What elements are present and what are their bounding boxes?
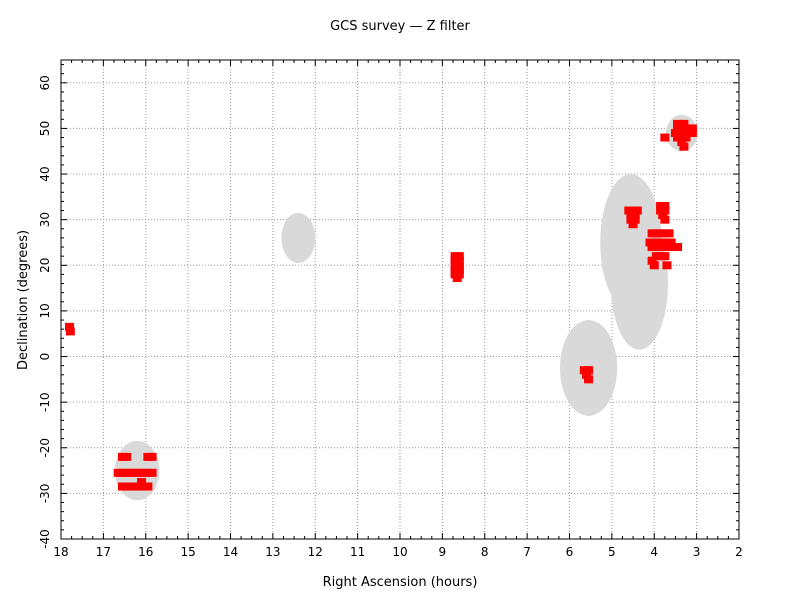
x-tick-label: 5 xyxy=(608,545,616,559)
x-tick-label: 10 xyxy=(392,545,407,559)
y-tick-label: -10 xyxy=(38,392,52,412)
survey-region xyxy=(281,212,316,264)
data-point xyxy=(649,261,659,270)
survey-regions xyxy=(115,114,698,501)
data-point xyxy=(677,138,687,147)
x-tick-label: 12 xyxy=(308,545,323,559)
data-point xyxy=(647,256,657,265)
data-point xyxy=(64,322,74,331)
data-point xyxy=(687,128,697,137)
x-tick-label: 16 xyxy=(138,545,153,559)
data-point xyxy=(660,252,670,261)
data-point xyxy=(630,215,640,224)
x-tick-label: 3 xyxy=(693,545,701,559)
x-tick-label: 17 xyxy=(96,545,111,559)
data-point xyxy=(137,477,147,486)
data-point xyxy=(630,211,640,220)
data-point xyxy=(452,274,462,283)
data-point xyxy=(681,124,691,133)
data-point xyxy=(666,238,676,247)
x-tick-label: 4 xyxy=(650,545,658,559)
x-axis-label: Right Ascension (hours) xyxy=(323,575,478,590)
data-point xyxy=(584,375,594,384)
y-tick-label: 50 xyxy=(38,121,52,136)
x-tick-label: 2 xyxy=(735,545,743,559)
data-point xyxy=(454,261,464,270)
data-point xyxy=(628,220,638,229)
data-point xyxy=(454,256,464,265)
data-point xyxy=(662,261,672,270)
y-tick-label: -40 xyxy=(38,529,52,549)
data-point xyxy=(658,211,668,220)
data-point xyxy=(454,265,464,274)
x-tick-label: 9 xyxy=(439,545,447,559)
y-tick-label: 0 xyxy=(38,353,52,361)
data-point xyxy=(679,142,689,151)
x-tick-label: 11 xyxy=(350,545,365,559)
y-tick-label: 40 xyxy=(38,166,52,181)
y-tick-label: -30 xyxy=(38,484,52,504)
data-point xyxy=(584,366,594,375)
axes: 18 17 16 15 14 13 12 11 10 9 8 7 6 5 4 3 2 -40 -30 -20 -10 0 1… xyxy=(38,59,743,559)
data-point xyxy=(664,229,674,238)
data-points xyxy=(64,119,697,491)
y-tick-label: 20 xyxy=(38,258,52,273)
y-axis-label: Declination (degrees) xyxy=(16,230,31,370)
x-tick-label: 7 xyxy=(523,545,531,559)
data-point xyxy=(664,243,674,252)
data-point xyxy=(673,119,683,128)
x-tick-label: 15 xyxy=(180,545,195,559)
data-point xyxy=(147,468,157,477)
y-tick-label: 60 xyxy=(38,75,52,90)
chart-title: GCS survey — Z filter xyxy=(330,19,470,34)
data-point xyxy=(143,482,153,491)
data-point xyxy=(660,215,670,224)
data-point xyxy=(660,206,670,215)
y-tick-label: -20 xyxy=(38,438,52,458)
data-point xyxy=(65,327,75,336)
y-tick-label: 10 xyxy=(38,303,52,318)
data-point xyxy=(581,370,591,379)
data-point xyxy=(679,119,689,128)
data-point xyxy=(687,124,697,133)
data-point xyxy=(681,133,691,142)
x-tick-label: 8 xyxy=(481,545,489,559)
data-point xyxy=(660,201,670,210)
x-tick-label: 13 xyxy=(265,545,280,559)
data-point xyxy=(660,133,670,142)
data-point xyxy=(632,206,642,215)
x-tick-label: 6 xyxy=(566,545,574,559)
x-tick-label: 18 xyxy=(53,545,68,559)
data-point xyxy=(147,452,157,461)
data-point xyxy=(673,243,683,252)
data-point xyxy=(454,252,464,261)
grid-lines xyxy=(61,60,739,539)
y-tick-label: 30 xyxy=(38,212,52,227)
x-tick-label: 14 xyxy=(223,545,238,559)
data-point xyxy=(122,452,132,461)
